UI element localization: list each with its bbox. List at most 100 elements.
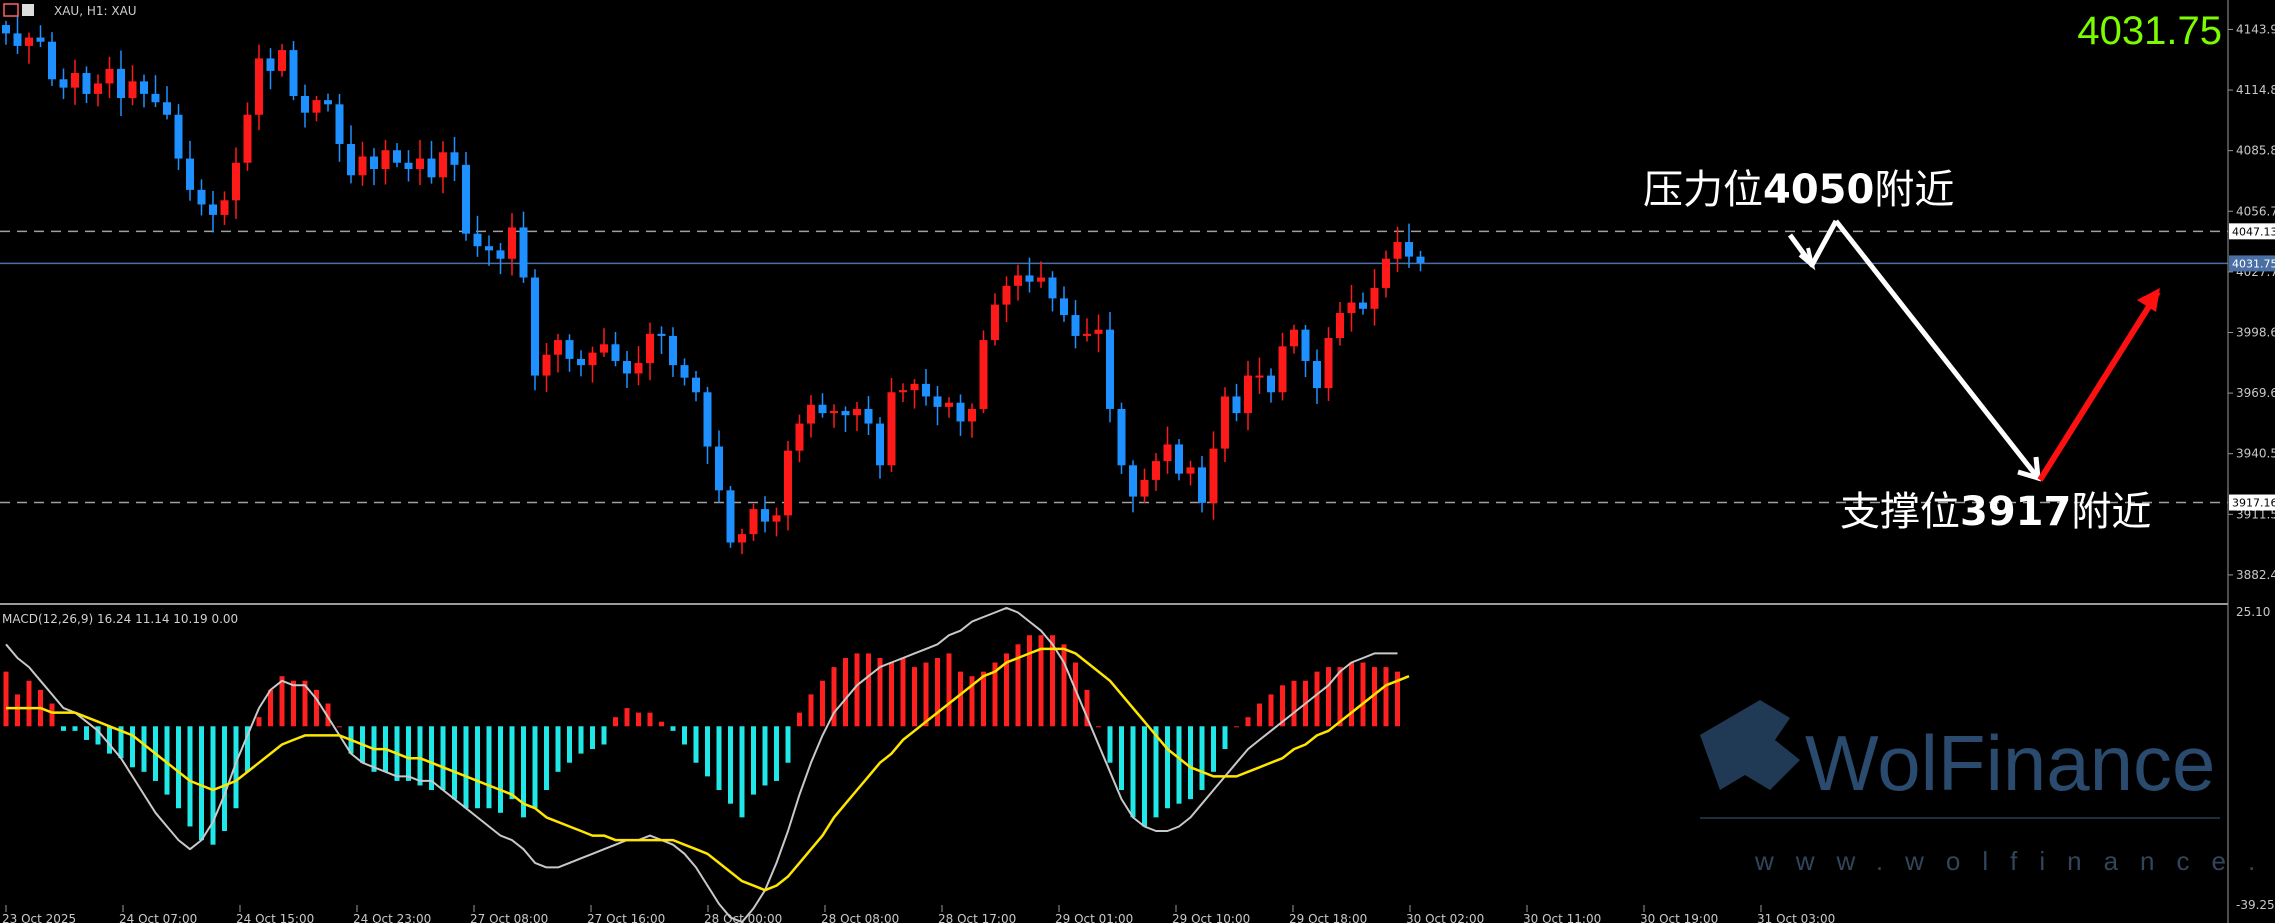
forecast-path [1787,219,2161,482]
time-tick-label-5: 27 Oct 16:00 [587,912,665,923]
macd-bar-74 [854,653,860,727]
price-tick-label-3: 4056.75 [2236,204,2275,218]
candle-body-70 [807,404,815,424]
candle-body-100 [1152,461,1160,480]
svg-text:压力位4050附近: 压力位4050附近 [1643,167,1954,213]
level-tag-label-0: 4047.13 [2232,225,2275,238]
macd-bar-115 [1326,667,1331,727]
time-tick-label-15: 31 Oct 03:00 [1757,912,1835,923]
time-tick-label-1: 24 Oct 07:00 [119,912,197,923]
macd-bar-27 [314,689,319,727]
forecast-up-arrowhead [2137,288,2160,312]
candle-body-66 [761,509,769,522]
time-tick-label-12: 30 Oct 02:00 [1406,912,1484,923]
forecast-up-arrow [2037,290,2161,482]
candle-body-82 [945,402,953,407]
macd-bar-54 [624,708,630,727]
time-tick-label-2: 24 Oct 15:00 [236,912,314,923]
resistance-value: 4050 [1763,167,1874,213]
macd-bar-6 [72,726,78,731]
macd-bar-76 [877,657,883,727]
candle-body-106 [1221,396,1229,449]
candle-body-94 [1083,333,1091,336]
candle-body-1 [13,33,22,46]
macd-bar-92 [1061,644,1067,727]
candle-body-91 [1048,277,1057,299]
time-tick-label-4: 27 Oct 08:00 [470,912,548,923]
current-tag-label: 4031.75 [2232,257,2275,270]
macd-bar-14 [164,726,170,795]
support-prefix: 支撑位 [1840,489,1960,535]
macd-bar-61 [705,726,710,777]
macd-bar-108 [1245,717,1251,727]
macd-bar-91 [1050,635,1055,727]
symbol-label: XAU, H1: XAU [54,4,137,18]
candle-body-5 [59,79,68,88]
support-suffix: 附近 [2071,489,2151,535]
candle-body-58 [669,335,677,366]
candle-body-76 [876,423,884,466]
macd-bar-29 [337,726,342,728]
candle-body-43 [496,250,505,259]
macd-bar-9 [107,726,112,754]
candle-body-18 [209,204,217,215]
candle-body-4 [48,41,56,80]
price-tick-label-0: 4143.90 [2236,22,2275,36]
macd-bar-36 [417,726,423,786]
macd-bar-117 [1349,662,1354,727]
candle-body-56 [646,333,654,364]
candle-body-120 [1382,258,1390,288]
macd-bar-53 [613,717,618,727]
signal-line [6,647,1410,892]
price-tick-label-1: 4114.85 [2236,83,2275,97]
macd-line [5,606,1398,923]
candle-body-93 [1071,315,1080,336]
candle-body-83 [956,402,965,422]
macd-bar-85 [981,671,986,727]
candle-body-54 [623,360,631,374]
macd-bar-23 [268,689,273,727]
candle-body-19 [220,200,229,215]
macd-bar-2 [26,680,32,727]
macd-bar-51 [590,726,595,750]
macd-bar-59 [682,726,687,745]
candle-body-77 [887,392,896,466]
macd-bar-37 [429,726,434,791]
macd-bar-86 [992,662,998,727]
macd-bar-49 [567,726,572,763]
candle-body-111 [1278,346,1287,393]
candle-body-68 [784,450,792,516]
macd-bar-100 [1153,726,1159,818]
candle-body-117 [1347,302,1356,313]
candle-body-41 [473,233,482,247]
macd-bar-88 [1015,644,1021,727]
candle-body-99 [1140,479,1149,497]
macd-bar-50 [578,726,584,754]
macd-bar-98 [1130,726,1136,818]
macd-bar-79 [912,667,917,727]
candle-body-17 [197,189,206,205]
macd-bar-68 [785,726,791,763]
macd-bar-26 [302,680,308,727]
resistance-prefix: 压力位 [1643,167,1763,213]
candle-body-122 [1405,242,1413,257]
macd-bar-41 [475,726,480,809]
candle-body-0 [2,25,10,34]
candle-body-87 [1002,285,1011,305]
svg-text:支撑位3917附近: 支撑位3917附近 [1840,489,2151,535]
macd-bar-77 [889,662,894,727]
candle-body-34 [393,150,401,163]
macd-bar-120 [1383,667,1389,727]
candle-body-64 [738,534,746,543]
macd-bar-38 [440,726,446,791]
level-tag-bg-1 [2229,494,2275,511]
macd-bar-4 [49,703,55,727]
macd-bar-0 [3,671,9,727]
candle-body-44 [508,227,516,259]
candle-body-85 [979,340,988,409]
candle-body-105 [1209,448,1218,503]
candle-body-22 [255,58,263,115]
time-tick-label-6: 28 Oct 00:00 [704,912,782,923]
candle-body-123 [1416,256,1425,263]
candle-body-86 [991,304,999,341]
